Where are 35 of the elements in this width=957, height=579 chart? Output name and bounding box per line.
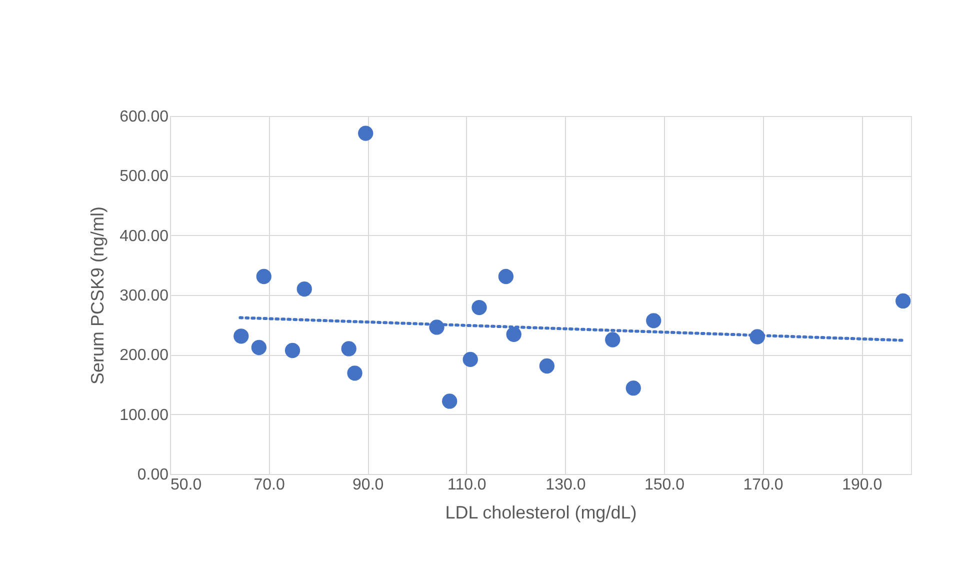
y-tick-label: 300.00	[120, 288, 169, 304]
x-tick-label: 150.0	[644, 476, 685, 494]
x-tick-label: 130.0	[546, 476, 586, 494]
y-tick-label: 200.00	[120, 347, 169, 364]
point	[646, 313, 662, 328]
y-axis-title: Serum PCSK9 (ng/ml)	[88, 206, 108, 385]
point	[296, 281, 312, 297]
point	[896, 293, 911, 309]
point	[442, 394, 458, 409]
x-tick-label: 190.0	[842, 476, 882, 494]
point	[347, 366, 362, 381]
y-tick-label: 0.00	[137, 466, 169, 484]
x-tick-label: 90.0	[352, 476, 384, 494]
x-tick-label: 110.0	[447, 476, 486, 494]
x-tick-label: 70.0	[254, 476, 285, 494]
x-tick-label: 50.0	[170, 476, 202, 494]
point	[472, 300, 487, 316]
y-tick-label: 100.00	[120, 406, 169, 424]
point	[341, 341, 356, 356]
x-axis-title: LDL cholesterol (mg/dL)	[445, 502, 637, 522]
y-tick-label: 500.00	[120, 168, 169, 186]
point	[284, 342, 300, 358]
point	[234, 328, 249, 344]
point	[539, 358, 555, 374]
x-tick-label: 170.0	[743, 476, 784, 494]
point	[462, 352, 478, 368]
point	[498, 268, 514, 284]
point	[506, 326, 522, 342]
point	[626, 380, 641, 396]
point	[256, 268, 272, 284]
point	[251, 340, 267, 356]
point	[358, 126, 374, 141]
y-tick-label: 600.00	[120, 108, 169, 126]
y-tick-label: 400.00	[120, 228, 169, 245]
point	[605, 332, 620, 348]
